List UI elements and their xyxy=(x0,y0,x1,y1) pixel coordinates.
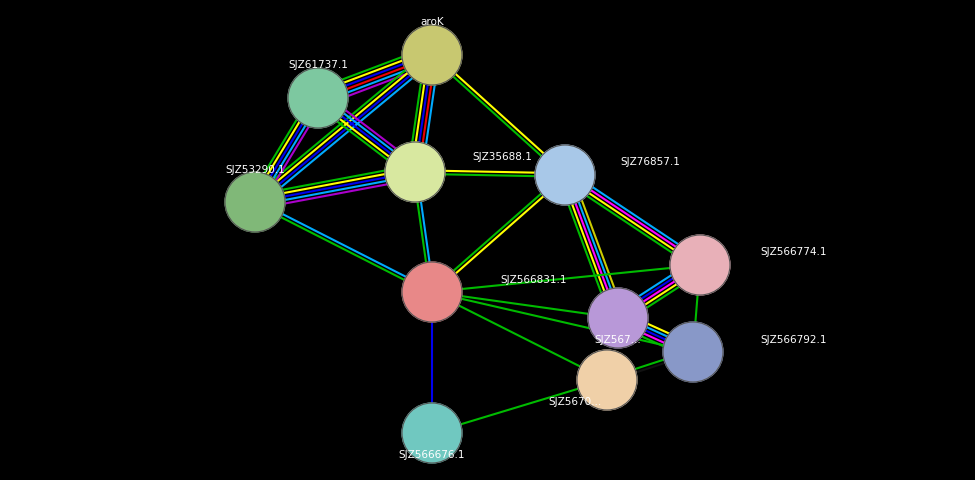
Ellipse shape xyxy=(670,235,730,295)
Ellipse shape xyxy=(535,145,595,205)
Text: aroK: aroK xyxy=(420,17,444,27)
Text: SJZ566792.1: SJZ566792.1 xyxy=(760,335,827,345)
Text: SJZ76857.1: SJZ76857.1 xyxy=(620,157,680,167)
Ellipse shape xyxy=(402,25,462,85)
Ellipse shape xyxy=(577,350,637,410)
Text: SJZ35688.1: SJZ35688.1 xyxy=(472,152,532,162)
Text: SJZ567...: SJZ567... xyxy=(595,335,642,345)
Ellipse shape xyxy=(588,288,648,348)
Ellipse shape xyxy=(288,68,348,128)
Text: SJZ61737.1: SJZ61737.1 xyxy=(288,60,348,70)
Ellipse shape xyxy=(225,172,285,232)
Ellipse shape xyxy=(402,262,462,322)
Ellipse shape xyxy=(402,403,462,463)
Text: SJZ53290.1: SJZ53290.1 xyxy=(225,165,285,175)
Text: SJZ566831.1: SJZ566831.1 xyxy=(500,275,566,285)
Ellipse shape xyxy=(385,142,445,202)
Text: SJZ566676.1: SJZ566676.1 xyxy=(399,450,465,460)
Text: SJZ566774.1: SJZ566774.1 xyxy=(760,247,827,257)
Text: SJZ5670...: SJZ5670... xyxy=(548,397,602,407)
Ellipse shape xyxy=(663,322,723,382)
